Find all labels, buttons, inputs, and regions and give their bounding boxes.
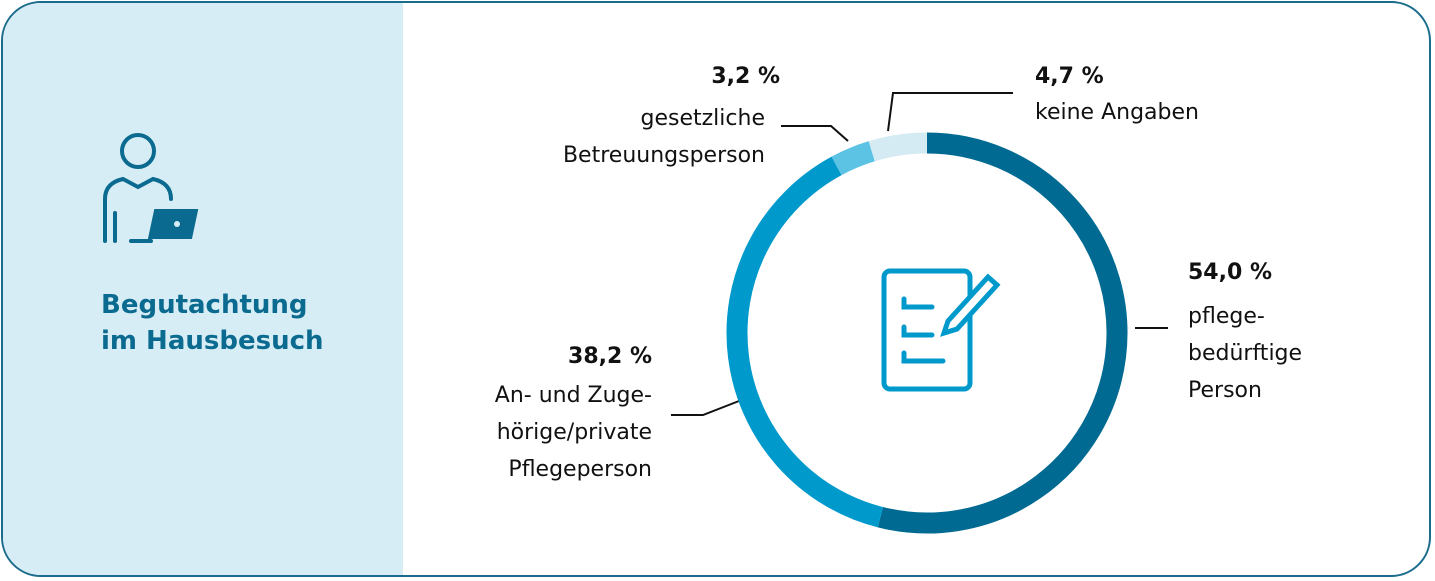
donut-segment (726, 156, 883, 528)
donut-segment (831, 141, 876, 176)
donut-segment (868, 132, 928, 162)
value-label: 3,2 % (711, 64, 780, 89)
category-label: pflege- bedürftige Person (1188, 304, 1303, 403)
chart (671, 92, 1168, 534)
side-title: Begutachtung im Hausbesuch (101, 290, 324, 356)
side-panel: Begutachtung im Hausbesuch (3, 3, 403, 575)
category-label: An- und Zuge- hörige/private Pflegeperso… (494, 383, 652, 482)
document-icon (881, 268, 1001, 392)
leader-lines (671, 92, 1168, 416)
value-label: 4,7 % (1035, 64, 1104, 89)
category-label: keine Angaben (1035, 100, 1199, 125)
category-label: gesetzliche Betreuungsperson (562, 106, 765, 168)
person-icon (103, 133, 199, 243)
donut-segment (877, 132, 1128, 534)
value-label: 54,0 % (1188, 260, 1272, 285)
value-label: 38,2 % (568, 344, 652, 369)
